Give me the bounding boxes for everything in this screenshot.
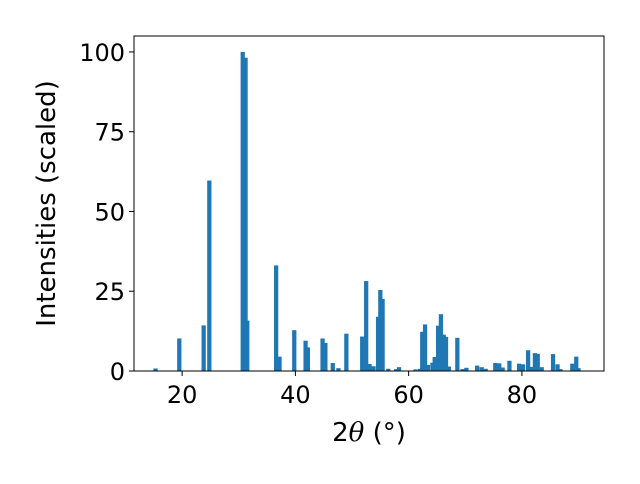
x-axis-label-theta: θ — [349, 418, 365, 448]
bar — [323, 342, 328, 371]
bar — [413, 369, 418, 371]
y-tick-label: 100 — [79, 39, 125, 67]
bar — [528, 366, 534, 371]
bar — [320, 338, 325, 371]
bar — [460, 369, 465, 371]
bar — [443, 336, 449, 371]
bar — [483, 368, 488, 371]
bar — [464, 367, 469, 371]
bar — [425, 364, 431, 371]
bar — [550, 354, 556, 371]
x-axis-label: 2θ (°) — [332, 418, 406, 448]
x-tick-label: 80 — [507, 381, 538, 409]
bar — [558, 369, 563, 371]
bar — [516, 363, 522, 371]
bar — [520, 364, 526, 371]
bar — [507, 360, 512, 371]
bar — [394, 369, 399, 371]
bar — [364, 281, 369, 371]
bar — [438, 314, 444, 371]
bar — [532, 353, 538, 371]
y-tick-label: 25 — [94, 278, 125, 306]
bar — [574, 356, 579, 371]
bar — [201, 325, 206, 371]
bar — [441, 334, 446, 371]
bar — [435, 325, 441, 371]
bar — [497, 363, 502, 371]
bar — [475, 365, 480, 371]
bar — [479, 367, 484, 371]
bar — [526, 350, 531, 371]
y-tick-label: 75 — [94, 119, 125, 147]
plot-area-background — [134, 36, 604, 371]
bar — [344, 333, 349, 371]
bar — [555, 364, 560, 371]
bar — [432, 356, 437, 371]
bar — [539, 367, 544, 371]
y-axis-label: Intensities (scaled) — [32, 80, 62, 327]
bar — [396, 367, 402, 371]
bar — [243, 57, 248, 371]
bar — [446, 366, 451, 371]
bar — [330, 363, 335, 371]
bar — [493, 363, 498, 371]
bar — [207, 180, 212, 371]
x-axis-label-unit: (°) — [364, 418, 406, 448]
x-axis-label-prefix: 2 — [332, 418, 349, 448]
bar — [375, 316, 381, 371]
bar — [153, 368, 158, 371]
bar — [430, 362, 435, 371]
bar — [371, 366, 376, 371]
y-tick-label: 0 — [110, 358, 125, 386]
bar — [422, 324, 428, 371]
bar — [367, 363, 372, 371]
y-axis-ticks: 0 25 50 75 100 — [79, 39, 134, 386]
bar — [535, 353, 540, 371]
bars-group — [153, 51, 581, 371]
bar — [455, 337, 460, 371]
bar — [292, 330, 297, 371]
bar — [576, 368, 581, 371]
plot-frame — [133, 35, 605, 372]
x-axis-ticks: 20 40 60 80 — [167, 371, 537, 409]
bar — [570, 363, 575, 371]
x-tick-label: 40 — [280, 381, 311, 409]
bar — [305, 347, 310, 371]
x-tick-label: 20 — [167, 381, 198, 409]
y-tick-label: 50 — [94, 198, 125, 226]
bar — [277, 356, 282, 371]
bar — [386, 368, 391, 371]
bar — [380, 298, 385, 371]
bar — [500, 367, 505, 371]
bar — [303, 340, 308, 371]
bar — [240, 51, 245, 371]
bar — [274, 265, 279, 371]
bar — [420, 331, 425, 371]
bar — [378, 289, 383, 371]
bar — [360, 336, 365, 371]
bar — [417, 368, 423, 371]
bar — [336, 368, 341, 371]
bar — [177, 338, 182, 371]
x-tick-label: 60 — [393, 381, 424, 409]
bar — [245, 320, 250, 371]
